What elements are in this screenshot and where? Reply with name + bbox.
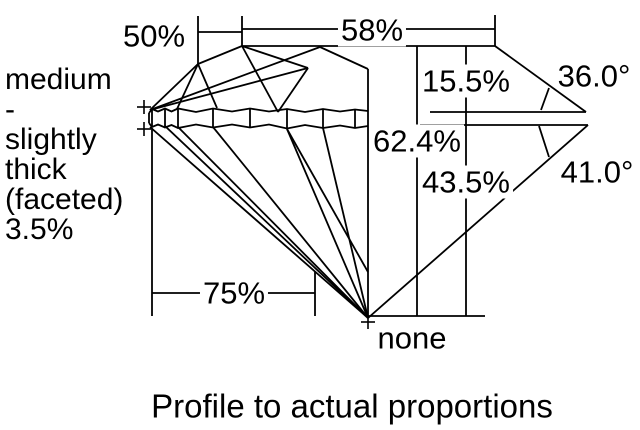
pavilion-facet-lines (149, 69, 589, 319)
star-length-label: 50% (122, 18, 186, 54)
lower-girdle-label: 75% (199, 276, 269, 310)
measure-cross-marks (137, 100, 375, 329)
crown-angle-label: 36.0° (557, 58, 631, 94)
pavilion-depth-label: 43.5% (419, 165, 513, 199)
girdle-band (148, 107, 369, 130)
girdle-description-label: medium - slightly thick (faceted) 3.5% (5, 63, 124, 246)
crown-height-label: 15.5% (419, 64, 513, 98)
crown-facet-lines (149, 45, 369, 113)
pavilion-angle-label: 41.0° (560, 154, 634, 190)
diagram-caption: Profile to actual proportions (151, 387, 553, 425)
culet-label: none (377, 320, 447, 356)
total-depth-label: 62.4% (370, 124, 464, 158)
table-size-label: 58% (337, 13, 407, 47)
